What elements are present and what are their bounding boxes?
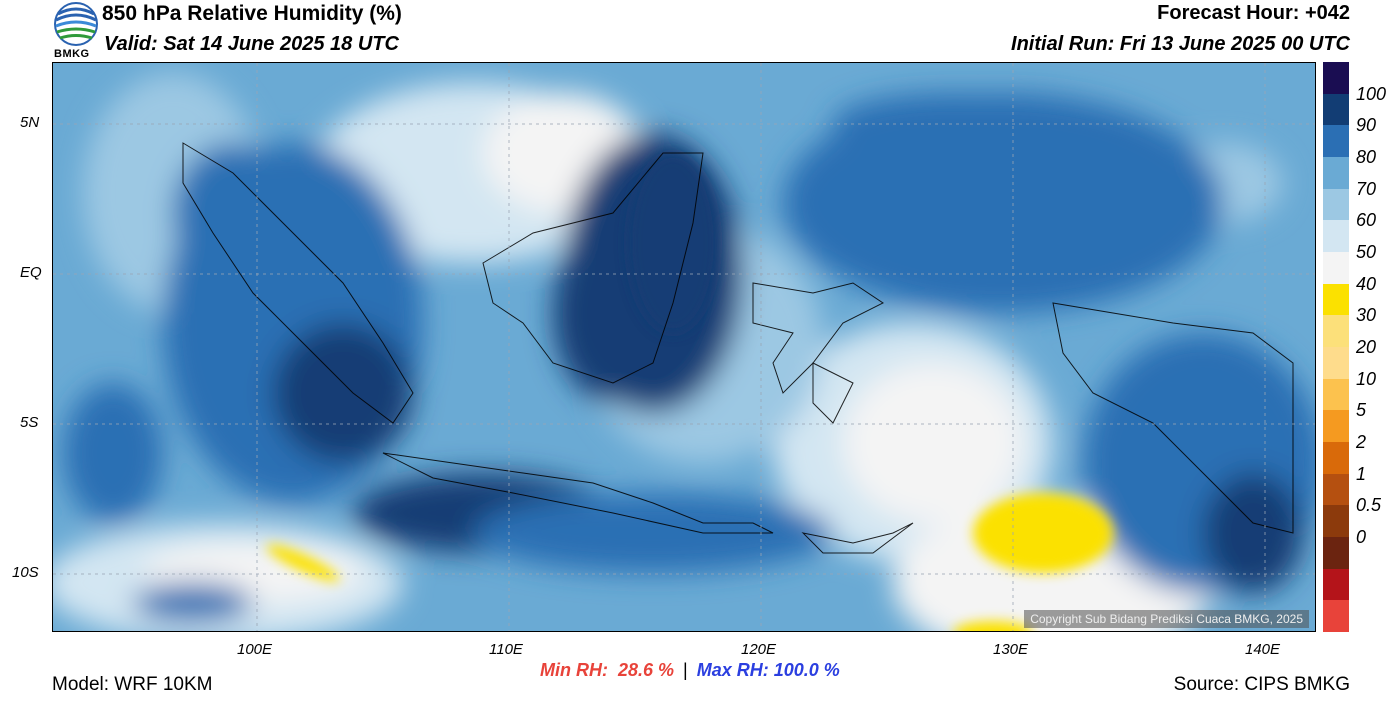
colorbar-segment — [1323, 315, 1349, 348]
lat-label-5n: 5N — [20, 114, 40, 131]
colorbar-segment — [1323, 188, 1349, 221]
colorbar-segment — [1323, 410, 1349, 443]
lon-label-140e: 140E — [1245, 641, 1281, 658]
colorbar-label: 50 — [1356, 242, 1377, 262]
lon-label-110e: 110E — [489, 641, 523, 658]
colorbar-label: 60 — [1356, 210, 1377, 231]
colorbar-segment — [1323, 157, 1349, 190]
colorbar-label: 20 — [1356, 337, 1377, 357]
source-label: Source: CIPS BMKG — [1173, 674, 1350, 695]
bmkg-logo: BMKG — [52, 2, 100, 60]
colorbar-label: 40 — [1356, 273, 1377, 294]
chart-title: 850 hPa Relative Humidity (%) — [102, 2, 402, 25]
lon-label-120e: 120E — [741, 641, 777, 658]
colorbar-segment — [1323, 537, 1349, 570]
colorbar-label: 5 — [1356, 400, 1367, 421]
colorbar-label: 0.5 — [1356, 495, 1382, 516]
copyright-notice: Copyright Sub Bidang Prediksi Cuaca BMKG… — [1024, 610, 1309, 628]
forecast-hour: Forecast Hour: +042 — [1157, 2, 1350, 24]
colorbar-segment — [1323, 347, 1349, 380]
bmkg-logo-icon — [54, 2, 98, 46]
logo-text: BMKG — [54, 48, 90, 60]
colorbar-label: 0 — [1356, 527, 1367, 547]
colorbar-segment — [1323, 62, 1349, 95]
colorbar-segment — [1323, 125, 1349, 158]
humidity-field — [53, 63, 1315, 631]
model-label: Model: WRF 10KM — [52, 674, 213, 695]
lon-label-130e: 130E — [993, 641, 1029, 658]
colorbar-label: 30 — [1356, 305, 1377, 326]
colorbar-segment — [1323, 473, 1349, 506]
gridlines — [53, 63, 1315, 631]
coastlines — [182, 142, 1294, 554]
colorbar-segment — [1323, 505, 1349, 538]
lon-label-100e: 100E — [237, 641, 273, 658]
lat-label-eq: EQ — [20, 264, 42, 281]
colorbar-label: 70 — [1356, 178, 1377, 199]
colorbar-label: 10 — [1356, 368, 1377, 389]
max-rh: Max RH: 100.0 % — [696, 660, 840, 680]
colorbar-segment — [1323, 442, 1349, 475]
colorbar-segment — [1323, 378, 1349, 411]
colorbar-segment — [1323, 220, 1349, 253]
colorbar-label: 90 — [1356, 115, 1377, 136]
colorbar-segment — [1323, 93, 1349, 126]
initial-run: Initial Run: Fri 13 June 2025 00 UTC — [1011, 33, 1350, 55]
colorbar-label: 2 — [1356, 432, 1367, 452]
colorbar-label: 100 — [1356, 83, 1387, 104]
colorbar-segment — [1323, 283, 1349, 316]
colorbar-label: 80 — [1356, 147, 1377, 167]
colorbar-segment — [1323, 600, 1349, 633]
rh-stats: Min RH: 28.6 % | Max RH: 100.0 % — [540, 660, 840, 681]
colorbar — [1323, 62, 1349, 633]
rh-separator: | — [683, 660, 688, 680]
humidity-map: Copyright Sub Bidang Prediksi Cuaca BMKG… — [52, 62, 1316, 632]
colorbar-segment — [1323, 252, 1349, 285]
lat-label-10s: 10S — [12, 564, 39, 581]
valid-time: Valid: Sat 14 June 2025 18 UTC — [104, 33, 399, 55]
min-rh: Min RH: 28.6 % — [540, 660, 675, 680]
lat-label-5s: 5S — [20, 414, 39, 431]
colorbar-label: 1 — [1356, 463, 1367, 484]
colorbar-segment — [1323, 568, 1349, 601]
